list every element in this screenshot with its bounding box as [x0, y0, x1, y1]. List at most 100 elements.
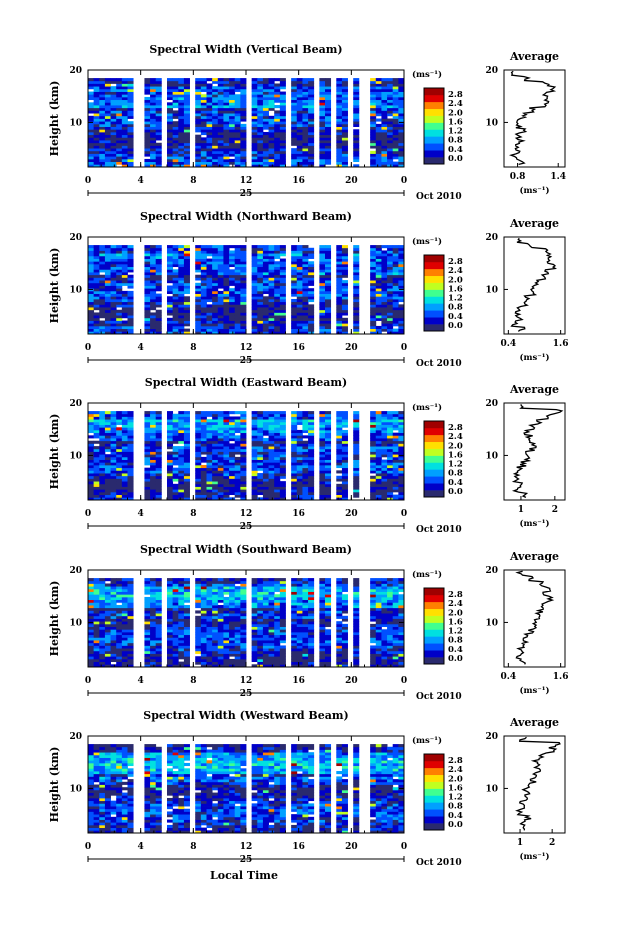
heatmap-cell	[217, 298, 224, 303]
heatmap-cell	[392, 293, 399, 297]
heatmap-cell	[308, 325, 315, 330]
heatmap-cell	[291, 269, 298, 273]
avg-y-tick-label: 10	[485, 118, 498, 128]
heatmap-cell	[257, 456, 264, 460]
heatmap-cell	[110, 331, 117, 335]
heatmap-cell	[167, 613, 174, 617]
heatmap-cell	[99, 80, 106, 84]
heatmap-cell	[116, 105, 123, 109]
heatmap-cell	[341, 255, 348, 259]
heatmap-cell	[240, 153, 247, 157]
heatmap-cell	[229, 446, 236, 450]
heatmap-cell	[353, 424, 360, 428]
heatmap-cell	[375, 454, 382, 458]
heatmap-cell	[172, 86, 179, 90]
heatmap-cell	[234, 99, 241, 103]
heatmap-cell	[127, 594, 134, 598]
heatmap-cell	[223, 448, 230, 452]
heatmap-cell	[291, 421, 298, 425]
colorbar-swatch	[424, 441, 444, 449]
heatmap-cell	[93, 105, 100, 109]
heatmap-cell	[88, 629, 95, 633]
heatmap-cell	[336, 145, 343, 149]
heatmap-cell	[223, 126, 230, 130]
colorbar-unit: (ms⁻¹)	[412, 69, 442, 80]
heatmap-cell	[167, 285, 174, 289]
heatmap-cell	[167, 645, 174, 649]
heatmap-cell	[121, 664, 128, 668]
heatmap-cell	[88, 413, 95, 417]
heatmap-cell	[325, 328, 332, 332]
heatmap-cell	[206, 277, 213, 281]
heatmap-cell	[99, 494, 106, 498]
heatmap-cell	[127, 307, 134, 311]
heatmap-cell	[268, 285, 275, 289]
heatmap-cell	[296, 137, 303, 141]
heatmap-cell	[279, 304, 286, 308]
heatmap-cell	[302, 250, 309, 254]
heatmap-cell	[240, 145, 247, 149]
heatmap-cell	[167, 435, 174, 439]
heatmap-cell	[251, 83, 258, 87]
heatmap-cell	[296, 156, 303, 160]
heatmap-cell	[336, 131, 343, 136]
heatmap-cell	[212, 153, 219, 157]
heatmap-cell	[251, 99, 258, 103]
heatmap-cell	[93, 328, 100, 332]
heatmap-cell	[262, 427, 269, 431]
heatmap-cell	[200, 429, 207, 434]
heatmap-cell	[308, 462, 315, 466]
heatmap-cell	[217, 448, 224, 452]
heatmap-cell	[268, 486, 275, 490]
heatmap-cell	[381, 118, 388, 122]
heatmap-cell	[291, 483, 298, 487]
heatmap-cell	[144, 105, 151, 109]
heatmap-cell	[127, 269, 134, 273]
heatmap-cell	[336, 137, 343, 141]
heatmap-cell	[392, 448, 399, 452]
heatmap-cell	[206, 419, 213, 423]
heatmap-cell	[229, 142, 236, 146]
heatmap-cell	[212, 269, 219, 273]
heatmap-cell	[144, 315, 151, 319]
heatmap-cell	[121, 642, 128, 646]
heatmap-cell	[291, 427, 298, 431]
heatmap-cell	[229, 258, 236, 262]
heatmap-cell	[212, 432, 219, 436]
heatmap-cell	[104, 464, 111, 469]
heatmap-cell	[319, 88, 326, 92]
heatmap-cell	[353, 105, 360, 109]
heatmap-cell	[398, 446, 405, 450]
heatmap-cell	[110, 642, 117, 646]
heatmap-cell	[116, 161, 123, 165]
heatmap-cell	[268, 478, 275, 482]
heatmap-cell	[88, 615, 95, 619]
heatmap-cell	[88, 282, 95, 286]
heatmap-cell	[195, 446, 202, 450]
heatmap-cell	[167, 467, 174, 471]
heatmap-cell	[88, 580, 95, 584]
heatmap-cell	[319, 443, 326, 447]
heatmap-cell	[167, 478, 174, 482]
y-tick-label: 10	[69, 285, 82, 295]
heatmap-cell	[296, 421, 303, 425]
heatmap-cell	[336, 280, 343, 284]
heatmap-cell	[302, 489, 309, 493]
heatmap-cell	[217, 285, 224, 289]
heatmap-cell	[319, 483, 326, 487]
heatmap-cell	[296, 323, 303, 327]
heatmap-cell	[223, 105, 230, 109]
heatmap-cell	[296, 158, 303, 163]
heatmap-cell	[251, 475, 258, 479]
heatmap-cell	[223, 304, 230, 308]
heatmap-cell	[341, 416, 348, 420]
heatmap-cell	[121, 272, 128, 276]
heatmap-cell	[251, 497, 258, 501]
heatmap-cell	[104, 280, 111, 284]
heatmap-cell	[195, 497, 202, 501]
heatmap-cell	[268, 325, 275, 330]
heatmap-cell	[392, 83, 399, 87]
heatmap-cell	[268, 462, 275, 466]
heatmap-cell	[398, 255, 405, 259]
heatmap-cell	[262, 142, 269, 146]
